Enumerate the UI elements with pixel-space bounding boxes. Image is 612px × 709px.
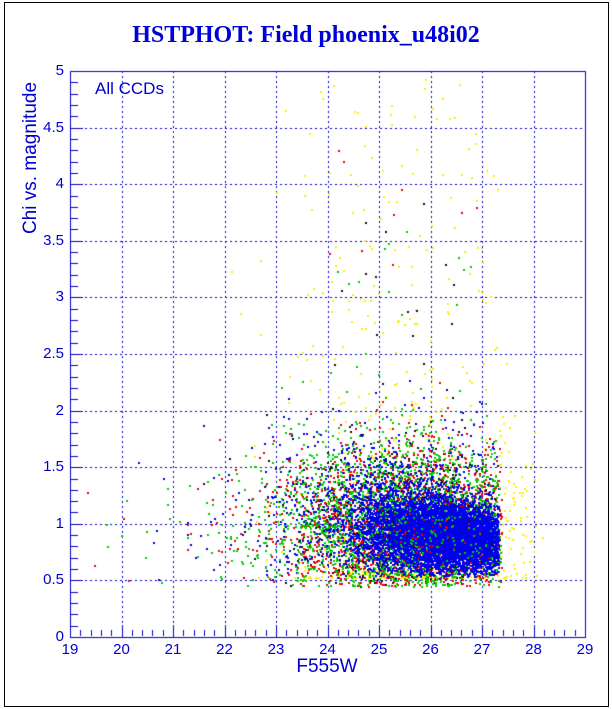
x-tick-label-23: 23	[267, 641, 285, 658]
x-tick-label-29: 29	[576, 641, 594, 658]
y-tick-label-0: 0	[55, 628, 64, 645]
y-tick-label-1.5: 1.5	[43, 458, 64, 476]
y-tick-label-0.5: 0.5	[43, 571, 64, 589]
x-tick-label-20: 20	[113, 641, 130, 658]
x-tick-label-22: 22	[216, 641, 233, 658]
all-ccds-annotation: All CCDs	[95, 79, 164, 98]
page-title: HSTPHOT: Field phoenix_u48i02	[132, 22, 480, 48]
y-tick-label-3.5: 3.5	[43, 231, 64, 249]
x-tick-label-25: 25	[370, 641, 388, 658]
y-tick-label-4: 4	[55, 175, 64, 193]
y-tick-label-3: 3	[55, 288, 64, 306]
x-tick-label-21: 21	[164, 641, 182, 658]
x-tick-label-24: 24	[319, 641, 336, 658]
x-tick-label-28: 28	[525, 641, 542, 658]
x-axis-label: F555W	[296, 656, 358, 677]
y-tick-label-2: 2	[55, 401, 64, 419]
y-tick-label-4.5: 4.5	[43, 118, 64, 136]
y-tick-label-5: 5	[55, 62, 64, 79]
y-tick-label-2.5: 2.5	[43, 345, 64, 362]
x-tick-label-27: 27	[473, 641, 491, 658]
x-tick-label-26: 26	[422, 641, 439, 658]
x-tick-label-19: 19	[61, 641, 79, 658]
y-tick-label-1: 1	[55, 514, 64, 532]
y-axis-label: Chi vs. magnitude	[20, 81, 41, 235]
